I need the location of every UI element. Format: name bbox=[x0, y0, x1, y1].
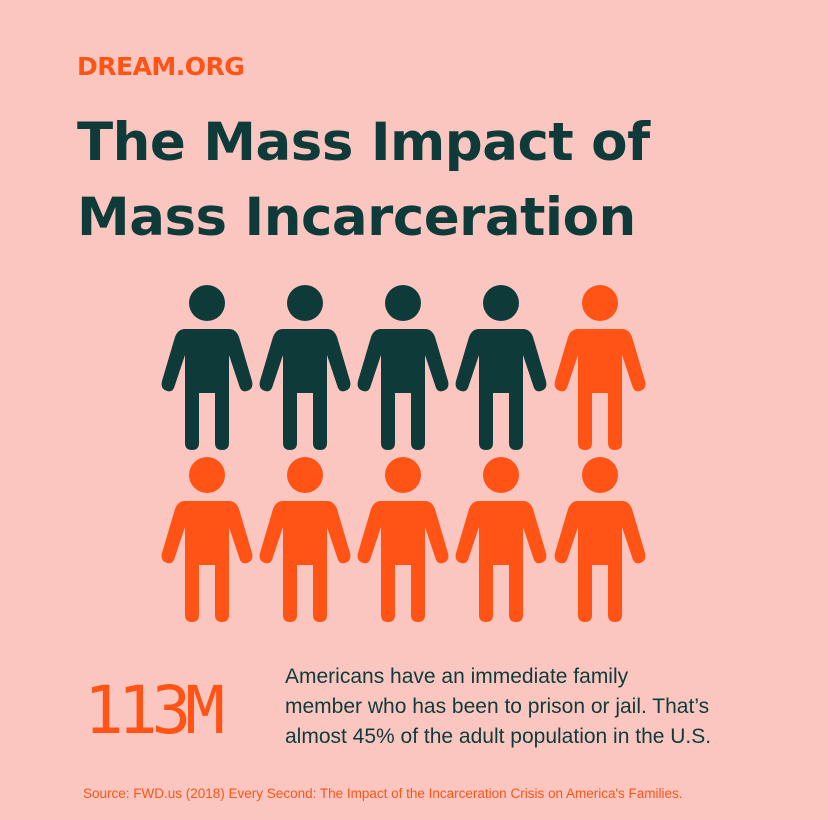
person-half bbox=[554, 285, 646, 450]
person-icon bbox=[554, 285, 646, 450]
description-line: Americans have an immediate family bbox=[285, 665, 629, 688]
person-icon bbox=[357, 457, 449, 622]
person-icon bbox=[161, 285, 253, 450]
people-row-orange bbox=[161, 457, 646, 622]
title-line: The Mass Impact of bbox=[77, 112, 651, 173]
person-icon bbox=[455, 457, 547, 622]
person-icon bbox=[259, 457, 351, 622]
title-line: Mass Incarceration bbox=[77, 187, 636, 248]
people-row-dark bbox=[161, 285, 547, 450]
description-line: member who has been to prison or jail. T… bbox=[285, 695, 709, 718]
source: Source: FWD.us (2018) Every Second: The … bbox=[83, 786, 683, 801]
stat: 113M bbox=[84, 672, 222, 749]
person-icon bbox=[357, 285, 449, 450]
person-icon bbox=[455, 285, 547, 450]
person-icon bbox=[259, 285, 351, 450]
person-icon bbox=[554, 457, 646, 622]
description-line: almost 45% of the adult population in th… bbox=[285, 725, 711, 748]
person-icon bbox=[161, 457, 253, 622]
brand: DREAM.ORG bbox=[77, 52, 244, 81]
